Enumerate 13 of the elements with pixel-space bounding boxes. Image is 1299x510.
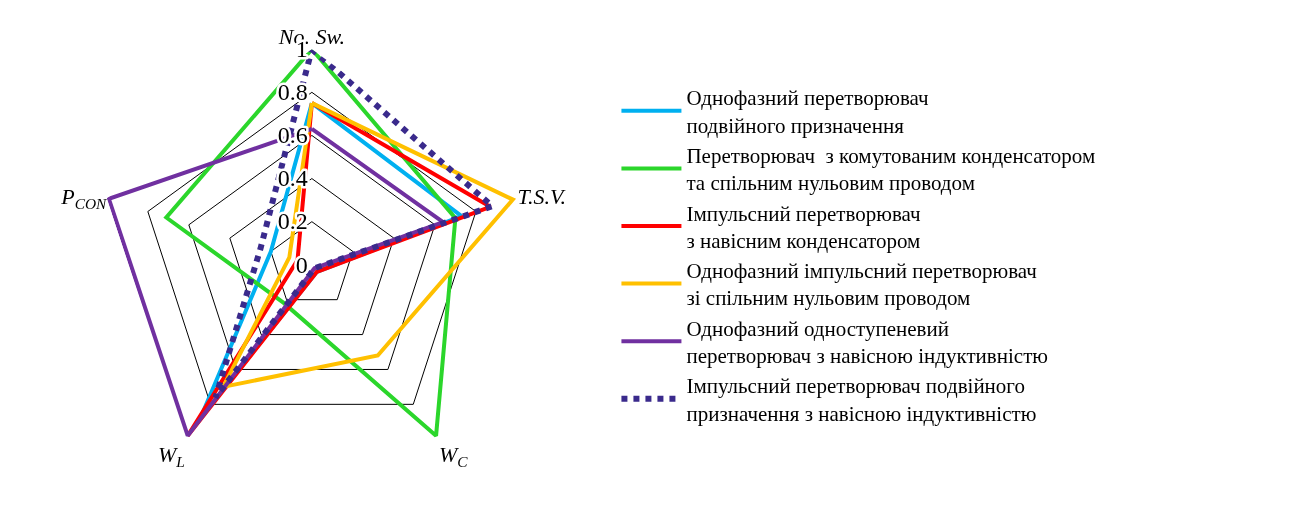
y-tick-label: 0.6 (277, 122, 308, 149)
legend-label: Однофазний перетворювач подвійного призначення (686, 86, 930, 138)
legend-label: Імпульсний перетворювач подвійного призначення з навісною індуктивністю (686, 374, 1037, 426)
legend-label: Однофазний імпульсний перетворювач зі спільним нульовим проводом (686, 259, 1038, 311)
spoke-label: W$_{L}$ (157, 441, 185, 470)
spoke-label: W$_{C}$ (438, 441, 469, 470)
y-tick-label: 0 (295, 251, 308, 278)
spoke-label: T.S.V. (517, 183, 567, 209)
legend-label: Однофазний одноступеневий перетворювач з навісною індуктивністю (686, 316, 1049, 369)
legend-label: Перетворювач з комутованим конденсатором та спільним нульовим проводом (686, 143, 1096, 196)
spoke-label: P$_{CON}$ (60, 183, 108, 212)
legend-label: Імпульсний перетворювач з навісним конденсатором (686, 201, 922, 253)
y-tick-label: 0.8 (277, 79, 308, 106)
